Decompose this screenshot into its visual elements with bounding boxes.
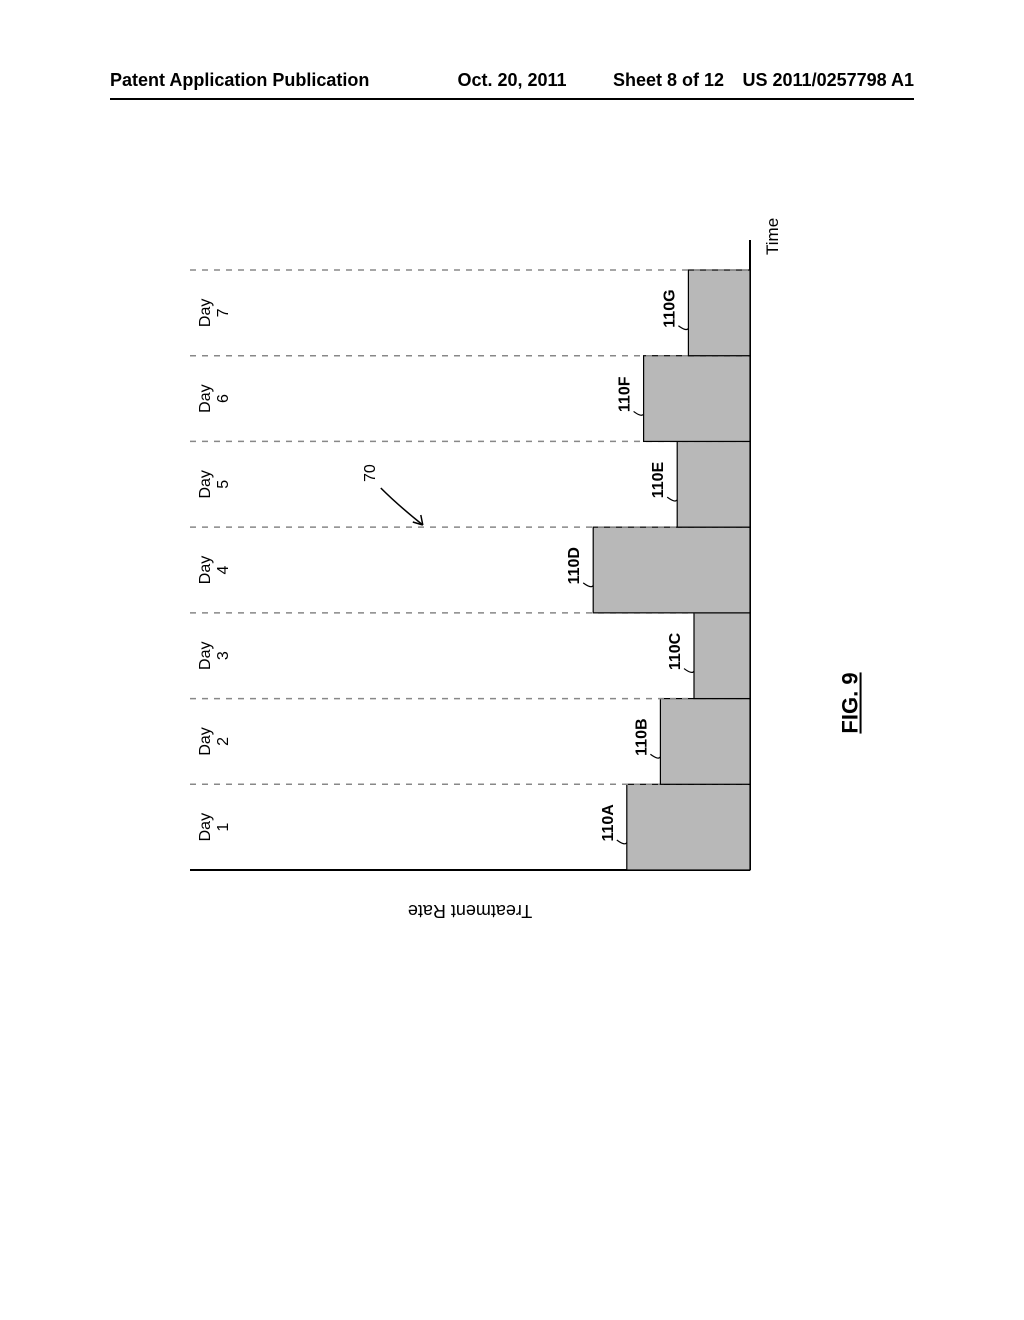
figure-container: Day1110ADay2110BDay3110CDay4110DDay5110E…	[130, 190, 890, 950]
header-left: Patent Application Publication	[110, 70, 369, 91]
day-label-top-2: Day	[197, 727, 214, 755]
ref-label-110F: 110F	[617, 376, 634, 412]
day-label-num-5: 5	[215, 480, 232, 489]
y-axis-label: Treatment Rate	[408, 901, 532, 921]
ref-leader-110B	[650, 754, 660, 758]
day-label-num-3: 3	[215, 651, 232, 660]
day-label-num-4: 4	[215, 565, 232, 574]
figure-label: FIG. 9	[838, 672, 864, 733]
day-label-num-7: 7	[215, 308, 232, 317]
bar-day-1	[627, 784, 750, 870]
ref-70-leader	[381, 488, 423, 525]
ref-leader-110F	[634, 411, 644, 415]
day-label-num-2: 2	[215, 737, 232, 746]
day-label-top-6: Day	[197, 384, 214, 412]
day-label-top-4: Day	[197, 556, 214, 584]
ref-label-110B: 110B	[633, 718, 650, 755]
day-label-top-1: Day	[197, 813, 214, 841]
ref-label-110A: 110A	[600, 804, 617, 842]
bar-day-3	[694, 613, 750, 699]
ref-label-110G: 110G	[661, 289, 678, 327]
page-header: Patent Application Publication Oct. 20, …	[0, 70, 1024, 91]
day-label-top-7: Day	[197, 299, 214, 327]
day-label-num-1: 1	[215, 823, 232, 832]
day-label-num-6: 6	[215, 394, 232, 403]
header-sheet: Sheet 8 of 12	[613, 70, 724, 91]
bar-day-4	[593, 527, 750, 613]
header-rule	[110, 98, 914, 100]
ref-leader-110G	[678, 326, 688, 330]
bar-day-2	[660, 699, 750, 785]
ref-label-110D: 110D	[566, 547, 583, 584]
bar-day-6	[644, 356, 750, 442]
x-axis-label: Time	[763, 218, 782, 255]
ref-leader-110A	[617, 840, 627, 844]
day-label-top-3: Day	[197, 641, 214, 669]
header-date: Oct. 20, 2011	[457, 70, 566, 91]
day-label-top-5: Day	[197, 470, 214, 498]
header-pubno: US 2011/0257798 A1	[743, 70, 914, 91]
ref-leader-110C	[684, 669, 694, 673]
ref-leader-110E	[667, 497, 677, 501]
chart-svg: Day1110ADay2110BDay3110CDay4110DDay5110E…	[130, 190, 890, 950]
ref-label-110E: 110E	[650, 461, 667, 498]
ref-70-label: 70	[362, 464, 379, 482]
bar-day-7	[688, 270, 750, 356]
bar-day-5	[677, 441, 750, 527]
ref-leader-110D	[583, 583, 593, 587]
ref-label-110C: 110C	[667, 632, 684, 670]
